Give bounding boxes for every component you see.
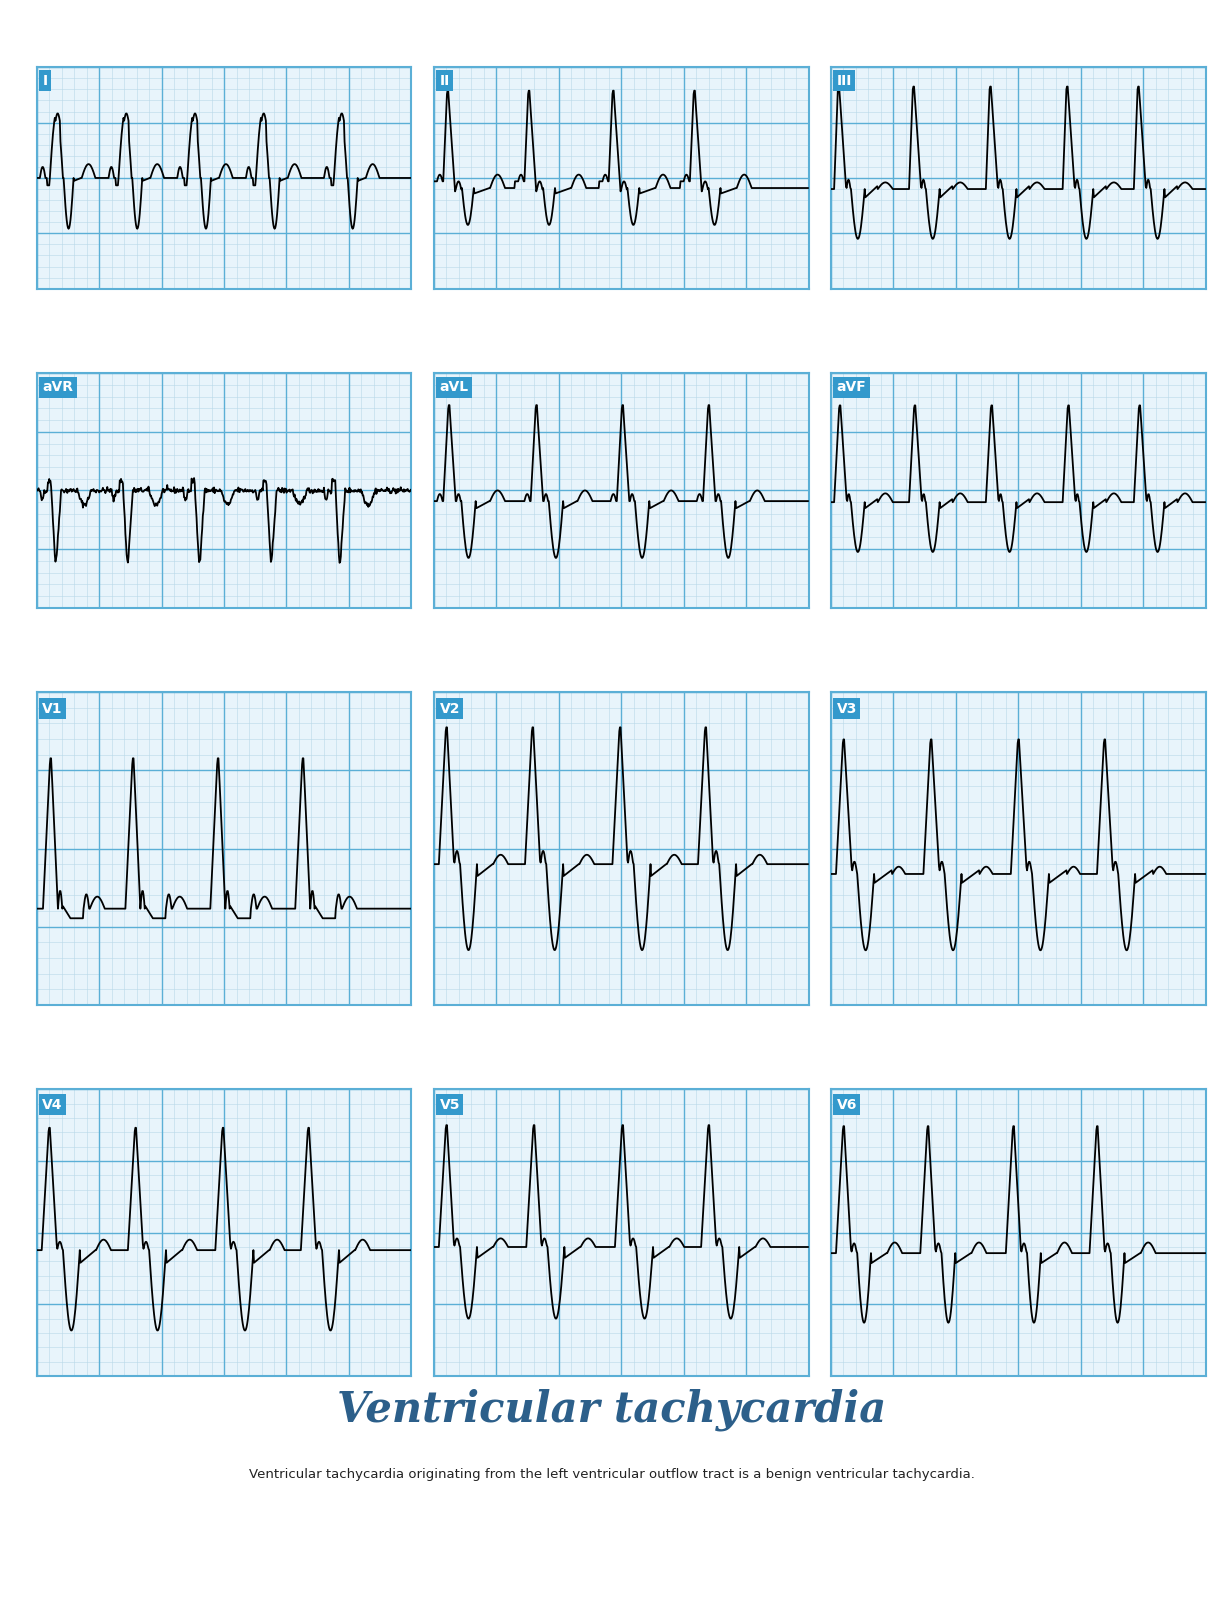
Text: aVL: aVL [439, 381, 469, 394]
Text: aVR: aVR [43, 381, 73, 394]
Text: V5: V5 [439, 1098, 460, 1112]
Text: V3: V3 [837, 701, 857, 715]
Text: aVF: aVF [837, 381, 867, 394]
Text: I: I [43, 74, 48, 88]
Text: V1: V1 [43, 701, 62, 715]
Text: V2: V2 [439, 701, 460, 715]
Text: Ventricular tachycardia originating from the left ventricular outflow tract is a: Ventricular tachycardia originating from… [248, 1467, 976, 1482]
Text: ®: ® [392, 1539, 408, 1557]
Text: V4: V4 [43, 1098, 62, 1112]
Text: IMAGE ID: 1798261756: IMAGE ID: 1798261756 [1038, 1523, 1175, 1536]
Text: Ventricular tachycardia: Ventricular tachycardia [338, 1389, 886, 1430]
Text: II: II [439, 74, 449, 88]
Text: III: III [837, 74, 852, 88]
Text: www.shutterstock.com: www.shutterstock.com [1040, 1565, 1175, 1578]
Text: shutterstock: shutterstock [49, 1534, 248, 1562]
Text: V6: V6 [837, 1098, 857, 1112]
